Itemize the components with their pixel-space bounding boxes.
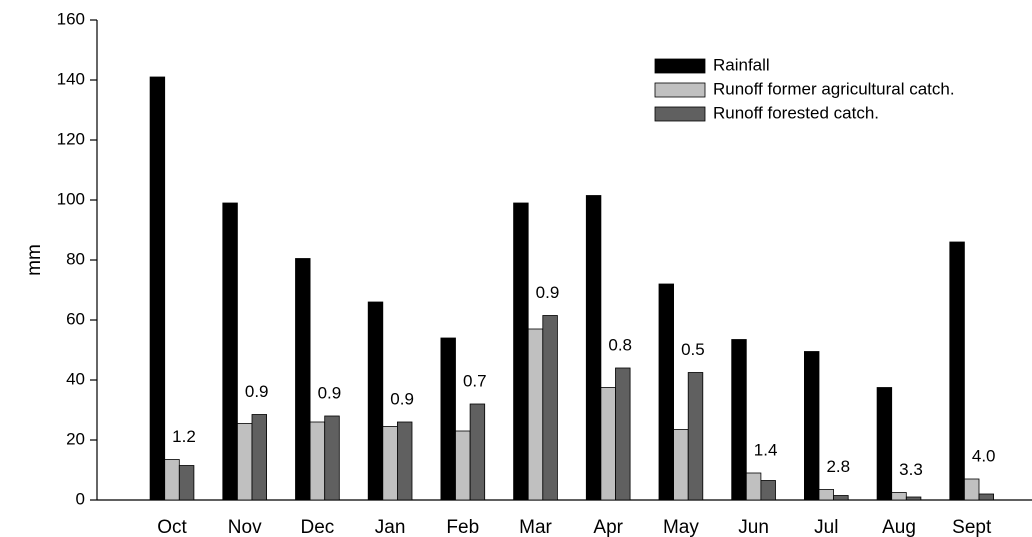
bar (469, 403, 486, 501)
annotation: 0.9 (390, 389, 414, 408)
bar (295, 258, 311, 501)
bar (542, 315, 558, 501)
y-tick-label: 80 (66, 249, 85, 268)
bar (367, 301, 384, 501)
annotation: 0.9 (318, 383, 342, 402)
x-tick-label: Sept (952, 517, 992, 537)
annotation: 1.4 (754, 440, 778, 459)
annotation: 0.5 (681, 340, 705, 359)
bar (658, 283, 675, 501)
annotation: 0.7 (463, 371, 487, 390)
bar (731, 339, 747, 501)
bar (804, 351, 820, 501)
y-tick-label: 140 (57, 69, 85, 88)
x-tick-label: Apr (593, 517, 623, 537)
legend-swatch (654, 58, 706, 74)
annotation: 2.8 (826, 457, 850, 476)
annotation: 0.9 (245, 382, 269, 401)
y-tick-label: 60 (66, 309, 85, 328)
bar (455, 430, 471, 501)
bar (978, 493, 995, 501)
bar (251, 414, 268, 501)
annotation: 4.0 (972, 446, 996, 465)
annotation: 1.2 (172, 427, 196, 446)
y-tick-label: 120 (57, 129, 85, 148)
legend-swatch (654, 82, 706, 98)
bar (440, 337, 456, 501)
x-tick-label: Feb (446, 517, 479, 537)
bar (309, 421, 326, 501)
bar (876, 387, 893, 501)
y-tick-label: 100 (57, 189, 85, 208)
bar (833, 495, 849, 501)
bar (149, 76, 166, 501)
legend-label: Runoff forested catch. (713, 103, 879, 122)
bar (673, 429, 689, 501)
bar (949, 241, 965, 501)
legend-swatch (654, 106, 706, 122)
bar (687, 372, 704, 501)
bar (905, 496, 922, 501)
bar (818, 489, 835, 501)
x-tick-label: Oct (157, 517, 187, 537)
bar (600, 387, 616, 501)
y-axis-label: mm (24, 244, 45, 276)
bar (382, 426, 398, 501)
bar (513, 202, 529, 501)
y-tick-label: 160 (57, 9, 85, 28)
bar (964, 478, 980, 501)
x-tick-label: Jan (375, 517, 406, 537)
bar (236, 423, 253, 501)
x-tick-label: Jul (814, 517, 838, 537)
x-tick-label: Jun (738, 517, 769, 537)
bar (178, 465, 195, 501)
legend-label: Runoff former agricultural catch. (713, 79, 955, 98)
x-tick-label: Nov (228, 517, 262, 537)
x-tick-label: Mar (519, 517, 552, 537)
x-tick-label: May (663, 517, 699, 537)
bar (745, 472, 762, 501)
bar (527, 328, 544, 501)
bar (615, 367, 631, 501)
y-tick-label: 0 (76, 489, 85, 508)
bar (760, 480, 776, 501)
annotation: 3.3 (899, 460, 923, 479)
annotation: 0.8 (608, 335, 632, 354)
bar (324, 415, 340, 501)
bar (891, 492, 907, 501)
x-tick-label: Dec (301, 517, 335, 537)
legend-label: Rainfall (713, 55, 770, 74)
bar (222, 202, 238, 501)
bar (164, 459, 180, 501)
bar (396, 421, 413, 501)
annotation: 0.9 (536, 283, 560, 302)
y-tick-label: 20 (66, 429, 85, 448)
y-tick-label: 40 (66, 369, 85, 388)
x-tick-label: Aug (882, 517, 916, 537)
bar (585, 195, 602, 501)
